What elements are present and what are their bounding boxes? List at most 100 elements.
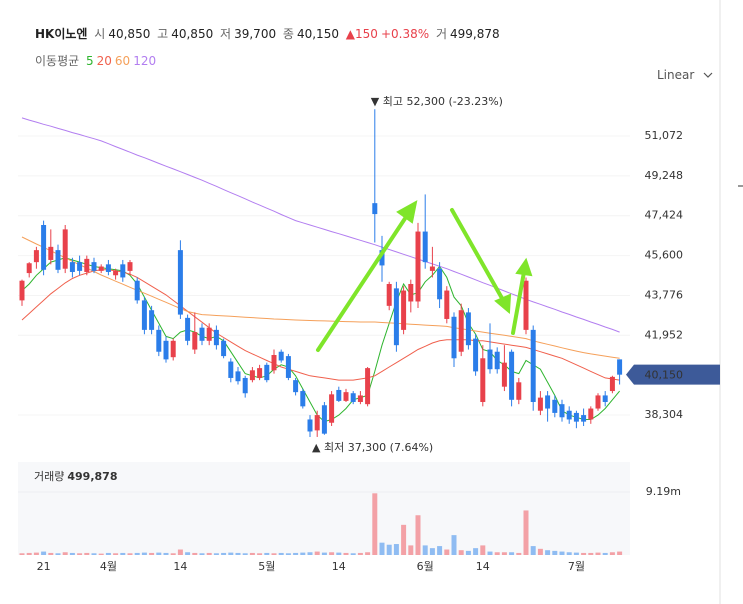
volume-bar — [41, 551, 47, 555]
low-label: 저 — [220, 27, 232, 41]
arrow-down — [450, 208, 505, 302]
volume-bar — [509, 552, 515, 555]
volume-bar — [156, 552, 162, 555]
volume-bar — [617, 551, 623, 555]
scale-dropdown[interactable]: Linear — [657, 68, 713, 82]
candle-body — [595, 395, 601, 409]
arrow-up-1 — [316, 212, 410, 352]
volume-bar — [473, 548, 479, 555]
candle-body — [473, 338, 479, 372]
candle-body — [249, 370, 255, 381]
volume-bar — [264, 552, 270, 555]
volume-value: 499,878 — [450, 27, 500, 41]
candle-body — [84, 258, 90, 272]
volume-bar — [206, 552, 212, 555]
volume-bar — [581, 552, 587, 555]
volume-bar — [199, 553, 205, 555]
candle-body — [350, 393, 356, 402]
candle-body — [48, 246, 54, 260]
candle-body — [465, 312, 471, 346]
ma-line — [21, 236, 620, 359]
arrow-up-2 — [511, 270, 526, 335]
candle-body — [408, 283, 414, 302]
ma-line — [21, 269, 620, 381]
candle-body — [55, 250, 61, 270]
volume-bar — [494, 552, 500, 555]
candle-body — [343, 392, 349, 401]
ma-label: 이동평균 — [35, 54, 80, 68]
candle-body — [120, 264, 126, 278]
candle-body — [264, 364, 270, 381]
volume-bar — [19, 553, 25, 555]
candle-body — [487, 349, 493, 370]
candle-body — [177, 250, 183, 315]
candle-body — [530, 329, 536, 402]
volume-bar — [408, 545, 414, 555]
candle-body — [494, 351, 500, 370]
trend-arrows — [316, 200, 533, 352]
candle-body — [105, 264, 111, 272]
volume-bar — [343, 552, 349, 555]
close-label: 종 — [282, 27, 294, 41]
candle-body — [415, 231, 421, 302]
x-tick-label: 14 — [476, 560, 490, 573]
candle-body — [141, 300, 147, 330]
x-tick-label: 4월 — [100, 560, 117, 573]
volume-bar — [228, 552, 234, 555]
volume-bar — [530, 546, 536, 555]
x-tick-label: 7월 — [568, 560, 585, 573]
volume-bar — [242, 553, 248, 555]
candle-body — [199, 327, 205, 341]
candle-body — [566, 410, 572, 420]
candle-body — [156, 329, 162, 352]
volume-bar — [33, 552, 39, 555]
high-value: 40,850 — [171, 27, 214, 41]
plot-layer: 38,304 41,952 43,776 45,600 47,424 49,248 51,0… — [18, 95, 720, 573]
candle-body — [163, 340, 169, 360]
volume-bar — [451, 535, 457, 555]
scale-label[interactable]: Linear — [657, 68, 695, 82]
candle-body — [559, 404, 565, 418]
volume-title-value: 499,878 — [67, 470, 117, 483]
y-tick-label: 49,248 — [645, 169, 684, 182]
x-tick-label: 6월 — [417, 560, 434, 573]
volume-bar — [257, 553, 263, 555]
candle-body — [602, 395, 608, 402]
legend-entry: 60 — [114, 54, 131, 68]
volume-bar — [379, 542, 385, 555]
volume-bar — [537, 548, 543, 555]
y-tick-label: 38,304 — [645, 408, 684, 421]
arrow-head — [396, 200, 418, 224]
volume-bar — [127, 553, 133, 555]
change-pct: +0.38% — [380, 27, 430, 41]
chevron — [703, 72, 713, 78]
y-tick-label: 51,072 — [645, 129, 684, 142]
candle-body — [401, 290, 407, 330]
x-tick-label: 21 — [37, 560, 51, 573]
x-tick-label: 14 — [332, 560, 346, 573]
volume-bar — [113, 553, 119, 555]
candle-body — [393, 288, 399, 346]
candle-body — [170, 340, 176, 358]
volume-bar — [163, 552, 169, 555]
volume-bar — [501, 552, 507, 555]
volume-bar — [84, 552, 90, 555]
volume-bar — [149, 552, 155, 555]
legend-entry: 20 — [96, 54, 112, 68]
candle-body — [278, 351, 284, 361]
volume-bar — [437, 546, 443, 555]
candle-body — [509, 351, 515, 400]
candle-body — [192, 332, 198, 350]
volume-bar — [192, 552, 198, 555]
volume-bar — [444, 549, 450, 555]
volume-bar — [365, 552, 371, 555]
candle-body — [235, 371, 241, 382]
volume-bar — [422, 545, 428, 555]
volume-bar — [545, 550, 551, 555]
volume-bar — [98, 553, 104, 555]
volume-bar — [170, 553, 176, 555]
volume-bar — [105, 552, 111, 555]
candle-body — [285, 356, 291, 378]
volume-bar — [559, 551, 565, 555]
